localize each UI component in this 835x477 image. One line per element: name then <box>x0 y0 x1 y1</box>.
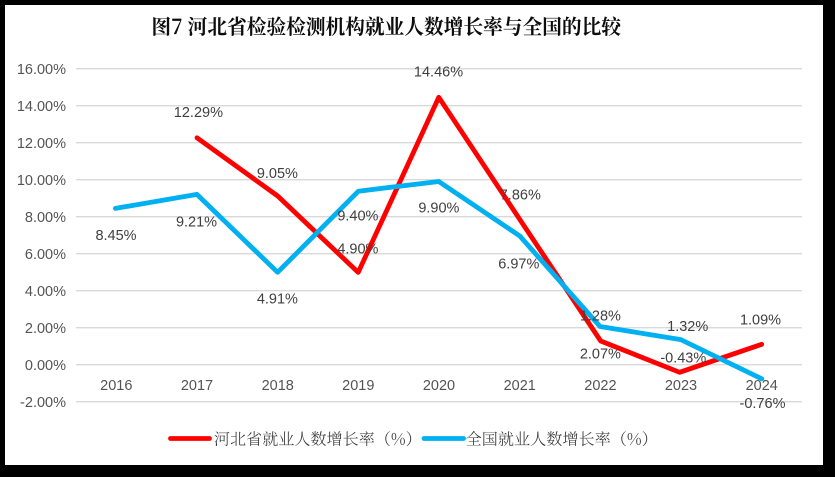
svg-text:16.00%: 16.00% <box>17 62 66 78</box>
svg-text:12.29%: 12.29% <box>174 105 223 121</box>
svg-text:2017: 2017 <box>181 378 213 394</box>
svg-text:9.40%: 9.40% <box>337 209 378 225</box>
svg-text:2018: 2018 <box>262 378 294 394</box>
svg-text:2022: 2022 <box>584 378 616 394</box>
svg-text:6.97%: 6.97% <box>498 257 539 273</box>
svg-text:1.28%: 1.28% <box>580 309 621 325</box>
svg-text:2019: 2019 <box>342 378 374 394</box>
svg-text:2024: 2024 <box>746 378 778 394</box>
svg-text:2.07%: 2.07% <box>580 347 621 363</box>
svg-text:-0.76%: -0.76% <box>740 396 786 412</box>
svg-text:1.09%: 1.09% <box>740 313 781 329</box>
svg-text:9.21%: 9.21% <box>176 214 217 230</box>
svg-text:1.32%: 1.32% <box>667 319 708 335</box>
svg-text:4.90%: 4.90% <box>337 242 378 258</box>
svg-text:9.05%: 9.05% <box>257 166 298 182</box>
svg-text:6.00%: 6.00% <box>25 247 66 263</box>
svg-text:0.00%: 0.00% <box>25 358 66 374</box>
svg-text:8.45%: 8.45% <box>95 228 136 244</box>
svg-text:14.46%: 14.46% <box>414 65 463 81</box>
svg-text:2.00%: 2.00% <box>25 321 66 337</box>
svg-text:-0.43%: -0.43% <box>660 350 706 366</box>
svg-text:-2.00%: -2.00% <box>20 395 66 411</box>
svg-text:10.00%: 10.00% <box>17 173 66 189</box>
svg-text:4.00%: 4.00% <box>25 284 66 300</box>
svg-text:12.00%: 12.00% <box>17 136 66 152</box>
svg-text:2023: 2023 <box>665 378 697 394</box>
svg-text:2016: 2016 <box>100 378 132 394</box>
svg-text:9.90%: 9.90% <box>418 200 459 216</box>
svg-text:7.86%: 7.86% <box>500 188 541 204</box>
svg-text:2021: 2021 <box>504 378 536 394</box>
svg-text:14.00%: 14.00% <box>17 99 66 115</box>
svg-text:8.00%: 8.00% <box>25 210 66 226</box>
svg-text:4.91%: 4.91% <box>257 291 298 307</box>
svg-text:2020: 2020 <box>423 378 455 394</box>
